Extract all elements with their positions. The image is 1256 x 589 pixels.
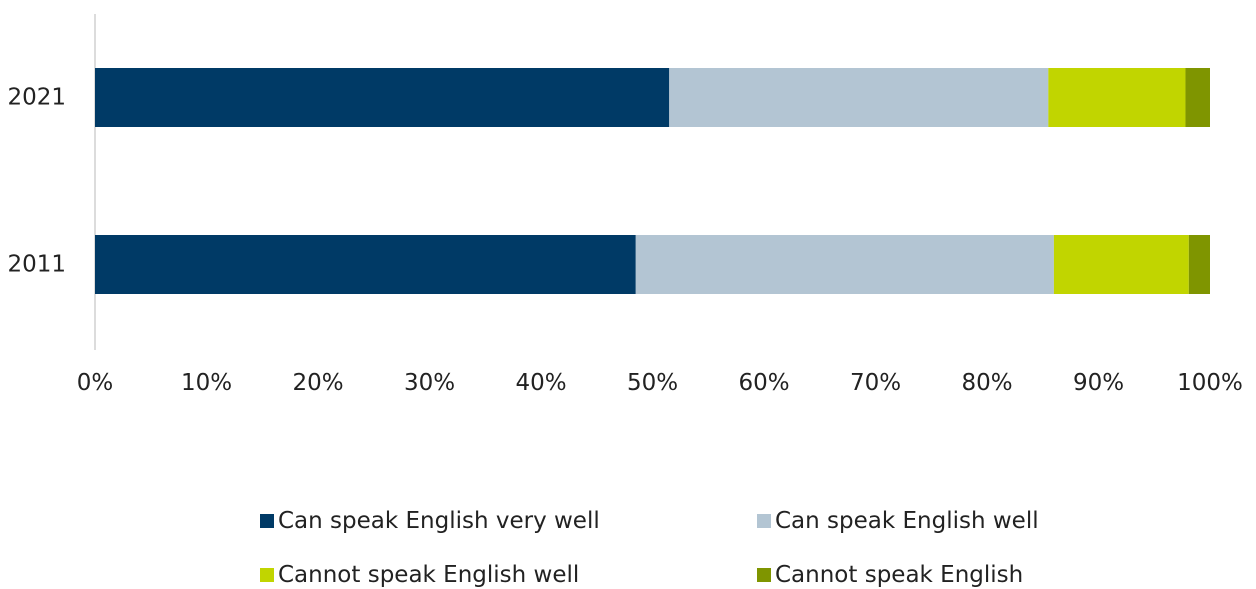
legend-label: Can speak English very well	[278, 508, 600, 534]
x-tick-label-6: 60%	[738, 370, 789, 396]
x-tick-label-4: 40%	[515, 370, 566, 396]
x-tick-label-1: 10%	[181, 370, 232, 396]
bar-segment-2021-series-4	[1185, 68, 1210, 127]
x-tick-label-0: 0%	[77, 370, 114, 396]
legend-swatch	[757, 568, 771, 582]
legend-item-2: Can speak English well	[757, 507, 1039, 535]
y-tick-label-2011: 2011	[7, 252, 66, 278]
bar-segment-2011-series-4	[1188, 235, 1210, 294]
x-tick-label-2: 20%	[292, 370, 343, 396]
x-axis-labels: 0% 10% 20% 30% 40% 50% 60% 70% 80% 90% 100%	[77, 370, 1243, 396]
bar-segment-2021-series-3	[1048, 68, 1186, 127]
bar-segment-2011-series-3	[1053, 235, 1189, 294]
bars	[95, 68, 1210, 294]
legend-label: Can speak English well	[775, 508, 1039, 534]
bar-segment-2021-series-1	[95, 68, 670, 127]
legend-swatch	[260, 514, 274, 528]
legend-item-3: Cannot speak English well	[260, 561, 579, 589]
y-axis-labels: 2021 2011	[7, 85, 66, 278]
x-tick-label-5: 50%	[627, 370, 678, 396]
x-tick-label-10: 100%	[1177, 370, 1243, 396]
x-tick-label-3: 30%	[404, 370, 455, 396]
bar-segment-2021-series-2	[669, 68, 1049, 127]
legend-item-4: Cannot speak English	[757, 561, 1023, 589]
x-tick-label-8: 80%	[961, 370, 1012, 396]
legend-label: Cannot speak English	[775, 562, 1024, 588]
y-tick-label-2021: 2021	[7, 85, 66, 111]
x-tick-label-9: 90%	[1073, 370, 1124, 396]
bar-segment-2011-series-1	[95, 235, 636, 294]
x-tick-label-7: 70%	[850, 370, 901, 396]
legend-item-1: Can speak English very well	[260, 507, 600, 535]
legend-label: Cannot speak English well	[278, 562, 580, 588]
bar-segment-2011-series-2	[635, 235, 1054, 294]
legend-swatch	[757, 514, 771, 528]
legend-swatch	[260, 568, 274, 582]
